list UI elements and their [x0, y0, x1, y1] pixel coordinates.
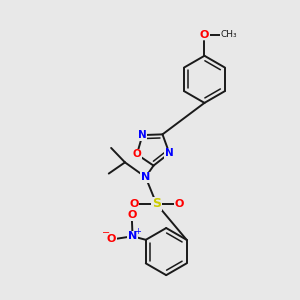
Text: S: S	[152, 197, 161, 210]
Text: +: +	[134, 227, 141, 236]
Text: N: N	[138, 130, 147, 140]
Text: O: O	[133, 149, 141, 159]
Text: O: O	[200, 30, 209, 40]
Text: N: N	[141, 172, 150, 182]
Text: O: O	[107, 234, 116, 244]
Text: N: N	[128, 231, 137, 241]
Text: N: N	[165, 148, 174, 158]
Text: CH₃: CH₃	[220, 30, 237, 39]
Text: O: O	[174, 199, 184, 209]
Text: O: O	[127, 210, 136, 220]
Text: −: −	[102, 228, 110, 238]
Text: O: O	[129, 199, 139, 209]
